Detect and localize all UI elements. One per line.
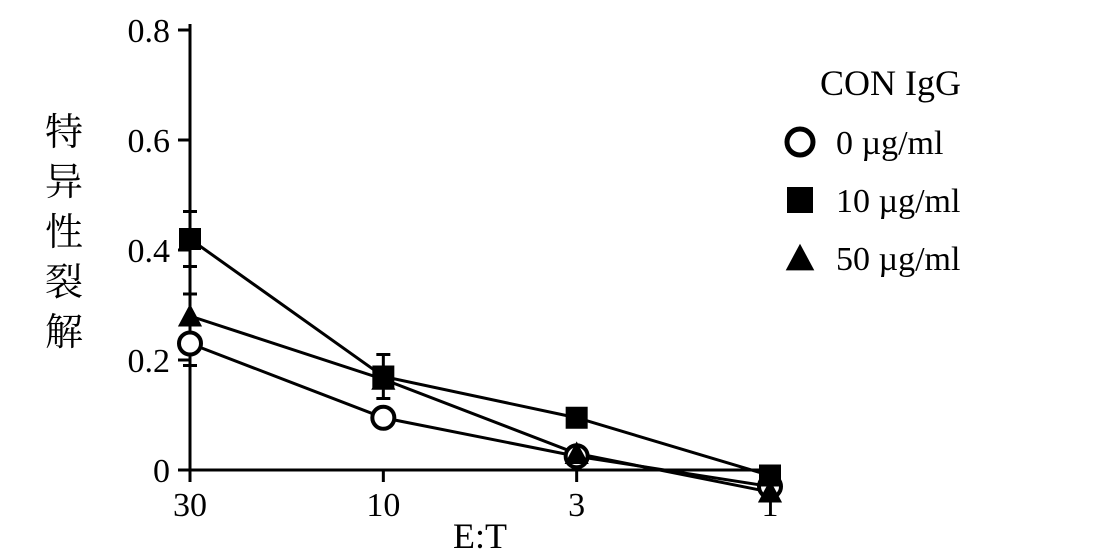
legend-item-label: 10 µg/ml xyxy=(836,183,960,220)
marker-open-circle xyxy=(372,407,394,429)
marker-filled-square xyxy=(787,187,813,213)
x-tick-label: 30 xyxy=(173,487,207,524)
y-axis-title-char: 性 xyxy=(45,210,83,248)
y-axis-title-char: 异 xyxy=(45,160,83,198)
x-axis-title: E:T xyxy=(453,516,507,555)
y-tick-label: 0.6 xyxy=(128,123,171,160)
marker-open-circle xyxy=(179,333,201,355)
y-tick-label: 0.2 xyxy=(128,343,171,380)
series-line xyxy=(190,239,770,476)
chart-root: 00.20.40.60.8301031E:TCON IgG0 µg/ml10 µ… xyxy=(0,0,1102,555)
legend-item-label: 50 µg/ml xyxy=(836,241,960,278)
x-tick-label: 3 xyxy=(568,487,585,524)
chart-svg: 00.20.40.60.8301031E:TCON IgG0 µg/ml10 µ… xyxy=(0,0,1102,555)
y-tick-label: 0 xyxy=(153,453,170,490)
series-line xyxy=(190,316,770,492)
x-tick-label: 10 xyxy=(366,487,400,524)
legend-title: CON IgG xyxy=(820,63,961,103)
marker-filled-square xyxy=(179,228,201,250)
y-axis-title-char: 解 xyxy=(45,310,83,348)
marker-filled-triangle xyxy=(178,304,202,327)
y-axis-title-char: 特 xyxy=(45,110,83,148)
y-tick-label: 0.4 xyxy=(128,233,171,270)
y-tick-label: 0.8 xyxy=(128,13,171,50)
legend-item-label: 0 µg/ml xyxy=(836,125,943,162)
y-axis-title-char: 裂 xyxy=(45,260,83,298)
marker-filled-triangle xyxy=(786,244,815,271)
marker-open-circle xyxy=(787,129,813,155)
marker-filled-square xyxy=(566,407,588,429)
